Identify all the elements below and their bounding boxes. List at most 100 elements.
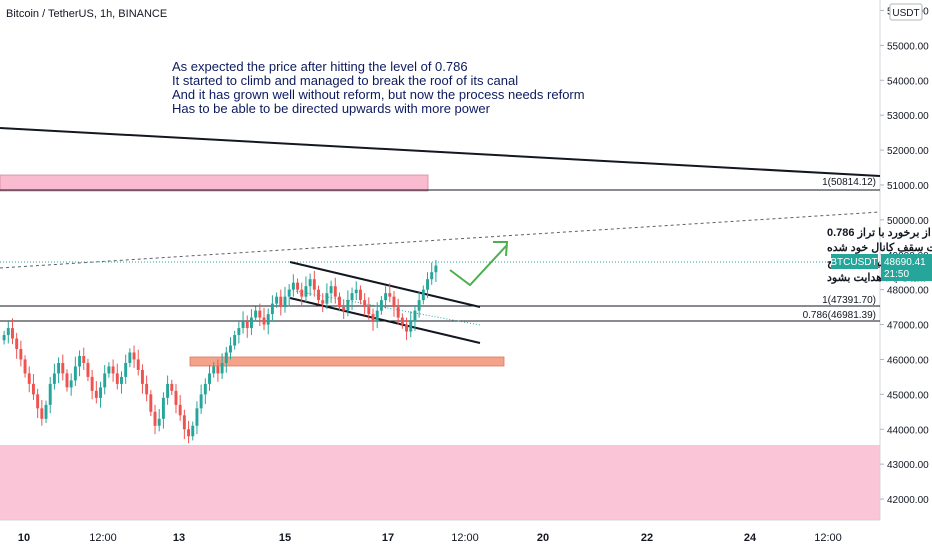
candle-down bbox=[182, 415, 186, 430]
y-tick-label: 51000.00 bbox=[887, 181, 929, 192]
candle-up bbox=[161, 397, 165, 419]
dotted-channel-mid bbox=[289, 289, 481, 326]
x-tick-label: 15 bbox=[279, 532, 291, 544]
channel-top-line bbox=[289, 261, 481, 308]
candle-down bbox=[358, 289, 362, 301]
candle-up bbox=[2, 335, 6, 341]
candle-down bbox=[145, 383, 149, 395]
candle-up bbox=[249, 317, 253, 329]
candle-up bbox=[275, 296, 279, 304]
persian-note-line-1: همانطور که انتظار میرفت قیمت بعد از برخو… bbox=[827, 227, 932, 239]
candle-down bbox=[178, 404, 182, 416]
level-label-50814: 1(50814.12) bbox=[822, 177, 876, 188]
candle-up bbox=[52, 373, 56, 384]
candle-up bbox=[266, 314, 270, 325]
candle-up bbox=[308, 279, 312, 287]
candle-up bbox=[241, 321, 245, 329]
candle-up bbox=[199, 394, 203, 409]
candle-down bbox=[262, 317, 266, 325]
y-tick-label: 47000.00 bbox=[887, 321, 929, 332]
candle-down bbox=[342, 307, 346, 311]
x-tick-label: 20 bbox=[537, 532, 549, 544]
candle-down bbox=[187, 429, 191, 437]
candle-down bbox=[392, 296, 396, 308]
candle-down bbox=[15, 338, 19, 349]
time-axis[interactable]: 10 12:00 13 15 17 12:00 20 22 24 12:00 bbox=[18, 532, 842, 544]
candle-up bbox=[233, 335, 237, 346]
candle-up bbox=[73, 366, 77, 381]
candle-down bbox=[296, 282, 300, 290]
x-tick-label: 13 bbox=[173, 532, 185, 544]
candle-up bbox=[254, 310, 258, 318]
candle-down bbox=[23, 359, 27, 374]
candle-up bbox=[430, 272, 434, 280]
candle-down bbox=[245, 321, 249, 329]
candle-up bbox=[120, 376, 123, 384]
candle-down bbox=[61, 362, 65, 374]
candle-up bbox=[375, 310, 379, 322]
resistance-zone bbox=[0, 174, 429, 192]
x-tick-label: 22 bbox=[641, 532, 653, 544]
y-tick-label: 44000.00 bbox=[887, 425, 929, 436]
candle-down bbox=[258, 310, 262, 318]
y-tick-label: 43000.00 bbox=[887, 460, 929, 471]
candle-up bbox=[78, 355, 82, 367]
projection-arrow bbox=[449, 244, 508, 287]
candle-up bbox=[350, 293, 354, 301]
candle-up bbox=[69, 380, 73, 388]
candle-down bbox=[82, 355, 86, 363]
candle-down bbox=[36, 394, 40, 409]
candle-down bbox=[170, 383, 174, 391]
candle-down bbox=[149, 394, 153, 412]
candle-up bbox=[346, 300, 350, 311]
candle-up bbox=[325, 293, 329, 304]
level-label-46981: 0.786(46981.39) bbox=[803, 310, 876, 321]
candle-down bbox=[140, 369, 144, 384]
candle-down bbox=[363, 300, 367, 308]
candle-up bbox=[384, 293, 388, 301]
candle-up bbox=[229, 345, 232, 353]
candle-down bbox=[216, 366, 220, 374]
candle-down bbox=[94, 390, 98, 398]
currency-badge[interactable] bbox=[889, 3, 923, 21]
ticker-tag bbox=[831, 254, 878, 269]
candle-up bbox=[409, 321, 413, 332]
y-tick-label: 50000.00 bbox=[887, 216, 929, 227]
candle-down bbox=[31, 383, 35, 395]
x-tick-label: 24 bbox=[744, 532, 757, 544]
candle-up bbox=[166, 383, 170, 398]
candle-up bbox=[103, 373, 107, 388]
candle-up bbox=[291, 282, 295, 290]
x-tick-label: 12:00 bbox=[89, 532, 117, 544]
y-tick-label: 53000.00 bbox=[887, 111, 929, 122]
candle-down bbox=[65, 373, 69, 388]
candle-down bbox=[321, 300, 325, 304]
candle-up bbox=[417, 300, 421, 311]
candle-down bbox=[90, 376, 94, 391]
candle-up bbox=[413, 310, 417, 322]
y-tick-label: 55000.00 bbox=[887, 41, 929, 52]
y-tick-label: 52000.00 bbox=[887, 146, 929, 157]
last-price-value: 48690.41 bbox=[884, 257, 926, 268]
candle-down bbox=[400, 317, 404, 325]
candle-down bbox=[11, 328, 14, 339]
candle-up bbox=[157, 418, 161, 426]
candle-up bbox=[191, 425, 195, 437]
candle-up bbox=[124, 362, 128, 377]
ticker-tag-label: BTCUSDT bbox=[830, 257, 877, 268]
candle-down bbox=[396, 307, 400, 318]
x-tick-label: 10 bbox=[18, 532, 30, 544]
y-tick-label: 46000.00 bbox=[887, 355, 929, 366]
english-note-line-2: It started to climb and managed to break… bbox=[172, 73, 518, 88]
candle-up bbox=[224, 352, 228, 363]
candle-down bbox=[153, 411, 157, 426]
candle-down bbox=[27, 373, 31, 384]
level-label-47391: 1(47391.70) bbox=[822, 295, 876, 306]
candle-down bbox=[86, 362, 90, 377]
last-price-countdown: 21:50 bbox=[884, 269, 909, 280]
candle-up bbox=[107, 366, 111, 374]
candle-down bbox=[317, 289, 320, 301]
candle-up bbox=[304, 286, 308, 297]
y-tick-label: 54000.00 bbox=[887, 76, 929, 87]
